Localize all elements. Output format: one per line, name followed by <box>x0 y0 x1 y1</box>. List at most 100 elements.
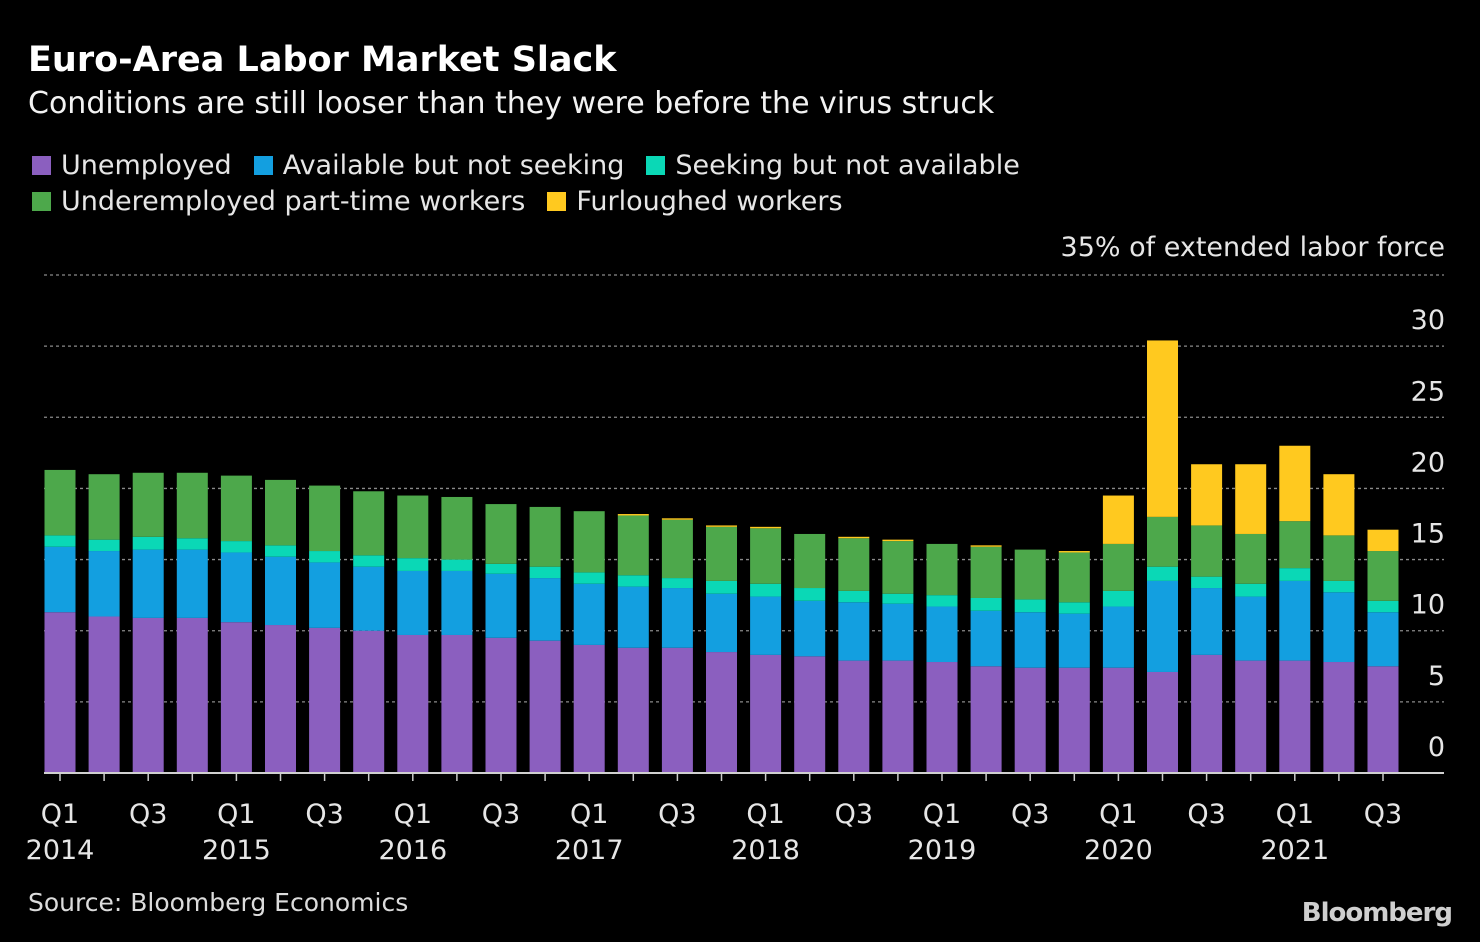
bar-segment <box>1058 602 1090 614</box>
bar-segment <box>661 578 693 589</box>
bar-segment <box>1014 667 1046 773</box>
bar-segment <box>1058 667 1090 773</box>
x-tick-label: Q3 <box>1187 799 1225 830</box>
legend-swatch <box>646 156 666 175</box>
legend-label: Furloughed workers <box>576 186 843 217</box>
legend-row: Underemployed part-time workers Furloughe… <box>32 186 843 217</box>
bar-segment <box>1191 525 1223 577</box>
bar-segment <box>1191 588 1223 655</box>
chart-title: Euro-Area Labor Market Slack <box>28 40 617 80</box>
legend-item: Unemployed <box>32 150 232 181</box>
bar-segment <box>1102 667 1134 773</box>
bar-segment <box>882 593 914 604</box>
bar-segment <box>529 566 561 579</box>
bar-segment <box>1323 662 1355 773</box>
bar-segment <box>132 536 164 550</box>
bar-segment <box>1235 583 1267 597</box>
x-tick-year-label: 2019 <box>908 835 977 866</box>
bar-segment <box>1367 612 1399 667</box>
bar-segment <box>44 535 76 547</box>
bar-segment <box>661 647 693 773</box>
bar-segment <box>397 495 429 559</box>
bar-segment <box>1147 340 1178 517</box>
x-tick-label: Q1 <box>1276 799 1314 830</box>
x-tick-label: Q1 <box>1099 799 1137 830</box>
bar-segment <box>529 578 561 641</box>
bar-segment <box>1147 566 1178 581</box>
x-tick-label: Q1 <box>394 799 432 830</box>
bar-segment <box>970 545 1002 547</box>
bar-segment <box>573 644 605 773</box>
bar-segment <box>397 634 429 773</box>
bar-segment <box>1058 613 1090 668</box>
x-tick-year-label: 2018 <box>731 835 800 866</box>
legend-label: Underemployed part-time workers <box>61 186 526 217</box>
legend-swatch <box>253 156 273 175</box>
bar-segment <box>1102 606 1134 668</box>
legend-item: Available but not seeking <box>253 150 624 181</box>
bar-segment <box>265 625 296 773</box>
bar-segment <box>882 541 914 594</box>
bar-segment <box>1147 516 1178 567</box>
bar-segment <box>1279 445 1311 522</box>
bar-segment <box>1147 580 1178 672</box>
bar-segment <box>1235 596 1267 661</box>
bar-segment <box>132 617 164 773</box>
bar-segment <box>309 551 341 563</box>
bar-segment <box>132 472 164 537</box>
bar-segment <box>1323 474 1355 536</box>
bar-segment <box>750 528 782 584</box>
legend-label: Seeking but not available <box>675 150 1020 181</box>
y-tick-label: 5 <box>1428 661 1445 692</box>
bar-segment <box>1102 590 1134 607</box>
bar-segment <box>1102 495 1134 544</box>
bar-segment <box>838 536 870 539</box>
bar-segment <box>176 617 208 773</box>
bar-segment <box>441 570 473 635</box>
chart-subtitle: Conditions are still looser than they we… <box>28 86 995 121</box>
bar-segment <box>661 519 693 579</box>
bar-segment <box>1191 654 1223 773</box>
bar-segment <box>750 596 782 655</box>
bar-segment <box>309 562 341 628</box>
bar-segment <box>1058 551 1090 553</box>
bar-segment <box>176 549 208 618</box>
bar-segment <box>1058 552 1090 603</box>
bar-segment <box>617 586 649 648</box>
bar-segment <box>485 573 517 638</box>
bar-segment <box>1191 464 1223 526</box>
bar-segment <box>794 533 826 589</box>
bar-segment <box>617 647 649 773</box>
x-tick-label: Q3 <box>1364 799 1402 830</box>
x-tick-label: Q1 <box>41 799 79 830</box>
bar-segment <box>176 472 208 539</box>
bar-segment <box>1191 576 1223 589</box>
x-tick-label: Q3 <box>1011 799 1049 830</box>
bloomberg-logo: Bloomberg <box>1301 898 1453 928</box>
bar-segment <box>750 583 782 597</box>
bar-segment <box>1367 666 1399 773</box>
x-tick-year-label: 2021 <box>1260 835 1329 866</box>
bar-segment <box>176 538 208 550</box>
bar-segment <box>485 563 517 574</box>
bar-segment <box>838 538 870 591</box>
bar-segment <box>309 627 341 773</box>
bar-segment <box>441 496 473 560</box>
x-tick-label: Q3 <box>835 799 873 830</box>
bar-segment <box>44 612 76 773</box>
bar-segment <box>926 606 958 663</box>
legend-item: Furloughed workers <box>547 186 843 217</box>
bar-segment <box>220 475 252 542</box>
bar-segment <box>1235 660 1267 773</box>
x-tick-label: Q1 <box>923 799 961 830</box>
bar-segment <box>882 539 914 542</box>
bar-segment <box>88 474 120 540</box>
bar-segment <box>397 570 429 635</box>
source-note: Source: Bloomberg Economics <box>28 888 409 917</box>
bar-segment <box>1014 612 1046 668</box>
bar-segment <box>926 595 958 607</box>
y-tick-label: 30 <box>1411 305 1445 336</box>
bar-segment <box>88 539 120 552</box>
bar-segment <box>1323 580 1355 593</box>
legend-swatch <box>547 192 567 211</box>
